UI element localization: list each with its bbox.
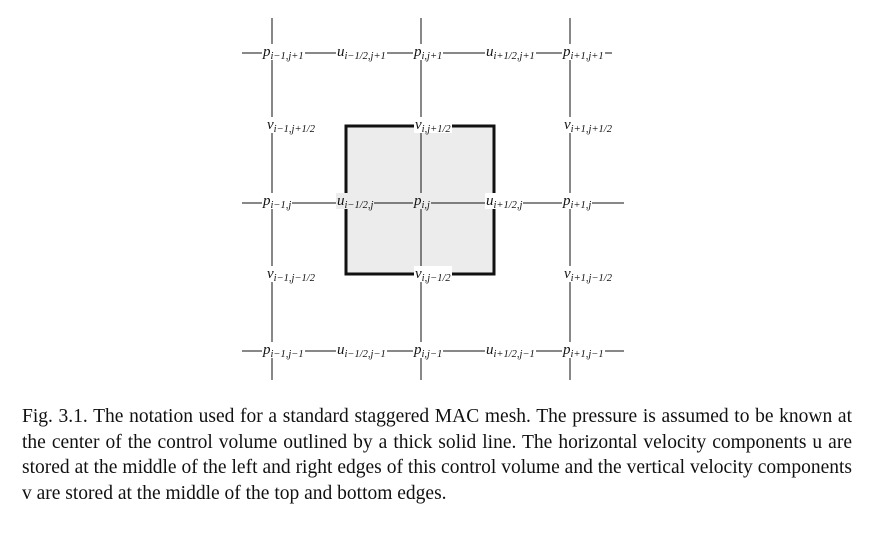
node-u-im12-jp1: ui−1/2,j+1 bbox=[336, 44, 387, 62]
node-p-i-jp1: pi,j+1 bbox=[413, 44, 444, 62]
node-p-ip1-j: pi+1,j bbox=[562, 193, 593, 211]
node-p-im1-j: pi−1,j bbox=[262, 193, 293, 211]
node-u-ip12-jm1: ui+1/2,j−1 bbox=[485, 342, 536, 360]
mac-mesh-diagram: pi−1,j+1 ui−1/2,j+1 pi,j+1 ui+1/2,j+1 pi… bbox=[242, 18, 624, 380]
node-v-i-jm12: vi,j−1/2 bbox=[414, 266, 452, 284]
node-p-i-jm1: pi,j−1 bbox=[413, 342, 444, 360]
node-p-im1-jp1: pi−1,j+1 bbox=[262, 44, 305, 62]
node-v-ip1-jm12: vi+1,j−1/2 bbox=[563, 266, 613, 284]
node-u-ip12-jp1: ui+1/2,j+1 bbox=[485, 44, 536, 62]
node-v-im1-jm12: vi−1,j−1/2 bbox=[266, 266, 316, 284]
node-u-im12-jm1: ui−1/2,j−1 bbox=[336, 342, 387, 360]
node-v-im1-jp12: vi−1,j+1/2 bbox=[266, 117, 316, 135]
node-v-i-jp12: vi,j+1/2 bbox=[414, 117, 452, 135]
node-p-ip1-jm1: pi+1,j−1 bbox=[562, 342, 605, 360]
node-p-im1-jm1: pi−1,j−1 bbox=[262, 342, 305, 360]
node-u-im12-j: ui−1/2,j bbox=[336, 193, 375, 211]
node-v-ip1-jp12: vi+1,j+1/2 bbox=[563, 117, 613, 135]
node-p-i-j: pi,j bbox=[413, 193, 431, 211]
node-u-ip12-j: ui+1/2,j bbox=[485, 193, 524, 211]
figure-caption: Fig. 3.1. The notation used for a standa… bbox=[22, 406, 852, 504]
node-p-ip1-jp1: pi+1,j+1 bbox=[562, 44, 605, 62]
